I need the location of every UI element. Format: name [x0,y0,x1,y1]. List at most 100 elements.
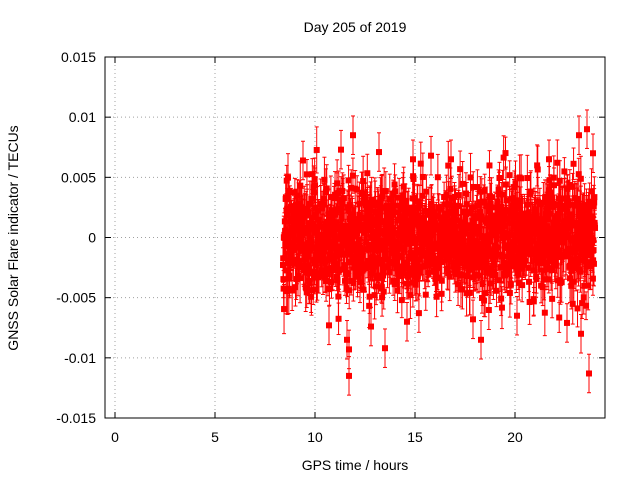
data-point [302,284,309,291]
data-point [353,233,360,240]
data-point [331,230,338,237]
data-point [323,185,330,192]
data-point [281,306,288,313]
data-point [340,251,347,258]
data-point [351,229,358,236]
data-point [295,264,302,271]
data-point [294,244,301,251]
data-point [287,255,294,262]
data-point [309,171,316,178]
data-point [312,211,319,218]
data-point [354,259,361,266]
data-point [296,231,303,238]
data-point [313,254,320,261]
data-point [304,205,311,212]
data-point [314,207,321,214]
data-point [297,182,304,189]
data-point [339,187,346,194]
data-point [333,273,340,280]
data-point [285,260,292,267]
data-point [326,231,333,238]
data-point [322,240,329,247]
data-point [299,247,306,254]
data-point [345,248,352,255]
data-point [285,236,292,243]
data-point [341,266,348,273]
data-point [304,253,311,260]
x-tick-label: 10 [307,429,323,445]
data-point [318,267,325,274]
data-point [352,262,359,269]
y-tick-label: 0.015 [61,49,96,65]
data-point [305,270,312,277]
data-point [341,242,348,249]
data-point [302,265,309,272]
data-point [281,218,288,225]
data-point [329,245,336,252]
data-point [323,227,330,234]
data-point [340,195,347,202]
x-tick-label: 15 [407,429,423,445]
data-point [322,274,329,281]
data-point [306,200,313,207]
data-point [319,223,326,230]
data-point [329,218,336,225]
data-point [335,293,342,300]
data-point [338,235,345,242]
data-point [284,174,291,181]
data-point [323,257,330,264]
data-point [331,195,338,202]
data-point [316,270,323,277]
data-point [319,271,326,278]
y-tick-label: 0 [88,230,96,246]
data-point [282,227,289,234]
x-tick-label: 20 [507,429,523,445]
data-point [345,177,352,184]
data-point [342,223,349,230]
data-point [285,285,292,292]
data-point [301,225,308,232]
data-point [347,244,354,251]
data-point [294,192,301,199]
data-point [357,279,364,286]
y-tick-label: 0.005 [61,169,96,185]
data-point [345,207,352,214]
data-point [311,189,318,196]
data-point [303,289,310,296]
data-point [328,253,335,260]
data-point [354,273,361,280]
data-point [335,315,342,322]
data-point [334,277,341,284]
data-point [356,211,363,218]
data-point [308,195,315,202]
data-point [310,223,317,230]
data-point [350,258,357,265]
data-point [309,214,316,221]
data-point [311,176,318,183]
data-point [356,200,363,207]
data-point [313,251,320,258]
data-point [349,172,356,179]
data-point [317,238,324,245]
data-point [303,212,310,219]
data-point [333,243,340,250]
data-point [349,233,356,240]
data-point [350,280,357,287]
data-point [348,184,355,191]
data-point [322,189,329,196]
data-point [355,236,362,243]
data-point [332,260,339,267]
data-point [283,243,290,250]
data-point [355,243,362,250]
data-point [336,266,343,273]
data-point [307,242,314,249]
data-point [314,273,321,280]
data-point [293,227,300,234]
data-point [344,270,351,277]
data-point [283,267,290,274]
data-point [308,293,315,300]
data-point [323,278,330,285]
x-tick-label: 5 [211,429,219,445]
data-point [329,267,336,274]
y-tick-label: -0.01 [64,350,96,366]
